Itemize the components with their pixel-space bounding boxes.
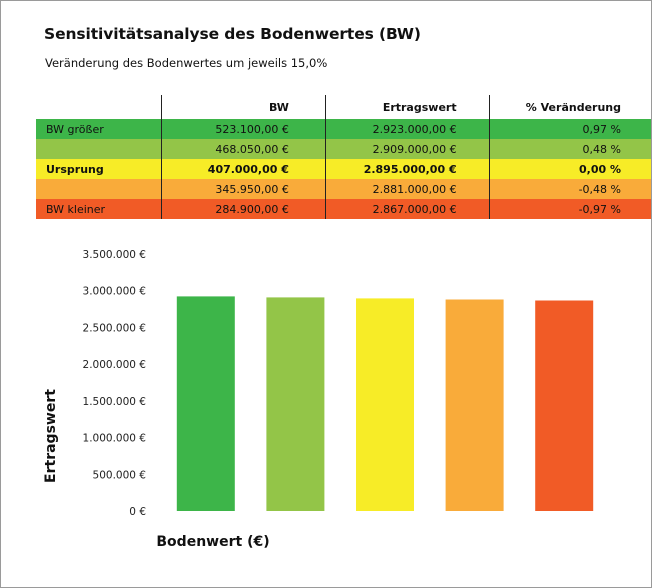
header-label [36,95,161,119]
header-bw: BW [160,95,326,119]
row-bw-value: 345.950,00 € [160,179,326,199]
row-label: BW kleiner [46,202,106,216]
y-tick-label: 500.000 € [93,469,146,481]
y-tick-label: 3.500.000 € [83,249,146,261]
x-axis-label: Bodenwert (€) [156,534,269,550]
row-change-value: -0,48 % [488,179,651,199]
table-row: BW kleiner 284.900,00 €2.867.000,00 € -0,9… [36,199,651,219]
row-ertragswert-value: 2.909.000,00 € [324,139,490,159]
table-row: BW größer 523.100,00 €2.923.000,00 €0,97 … [36,119,651,139]
bar [356,298,414,511]
header-ertragswert: Ertragswert [324,95,490,119]
row-ertragswert-value: 2.923.000,00 € [324,119,490,139]
bar [266,297,325,511]
bar-chart: 0 € 500.000 € 1.000.000 € 1.500.000 € 2.000.… [43,249,594,550]
row-ertragswert-value: 2.867.000,00 € [324,199,490,219]
table-row: Ursprung 407.000,00 €2.895.000,00 €0,00 % [36,159,651,179]
table-row: 468.050,00 €2.909.000,00 €0,48 % [36,139,651,159]
sensitivity-table: BW Ertragswert % Veränderung BW größer 52… [36,95,651,219]
report-subtitle: Veränderung des Bodenwertes um jeweils 1… [45,56,328,70]
row-bw-value: 284.900,00 € [160,199,326,219]
y-tick-label: 1.500.000 € [83,396,146,408]
bar [176,296,235,511]
header-veraenderung: % Veränderung [488,95,651,119]
row-bw-value: 468.050,00 € [160,139,326,159]
row-ertragswert-value: 2.895.000,00 € [324,159,490,179]
row-change-value: -0,97 % [488,199,651,219]
row-ertragswert-value: 2.881.000,00 € [324,179,490,199]
row-label [36,139,161,159]
y-tick-label: 3.000.000 € [83,286,146,298]
table-row: 345.950,00 €2.881.000,00 € -0,48 % [36,179,651,199]
bar [445,299,504,511]
y-tick-label: 0 € [129,506,146,518]
y-tick-label: 2.500.000 € [83,322,146,334]
y-tick-label: 1.000.000 € [83,433,146,445]
row-label [36,179,161,199]
report-title: Sensitivitätsanalyse des Bodenwertes (BW… [44,25,421,43]
table-header-row: BW Ertragswert % Veränderung [36,95,651,119]
row-change-value: 0,00 % [488,159,651,179]
bar [535,300,594,511]
y-tick-label: 2.000.000 € [83,359,146,371]
row-bw-value: 407.000,00 € [160,159,326,179]
row-change-value: 0,97 % [488,119,651,139]
row-label: Ursprung [46,162,104,176]
y-axis-label: Ertragswert [43,389,59,483]
row-label: BW größer [46,122,104,136]
row-bw-value: 523.100,00 € [160,119,326,139]
row-change-value: 0,48 % [488,139,651,159]
